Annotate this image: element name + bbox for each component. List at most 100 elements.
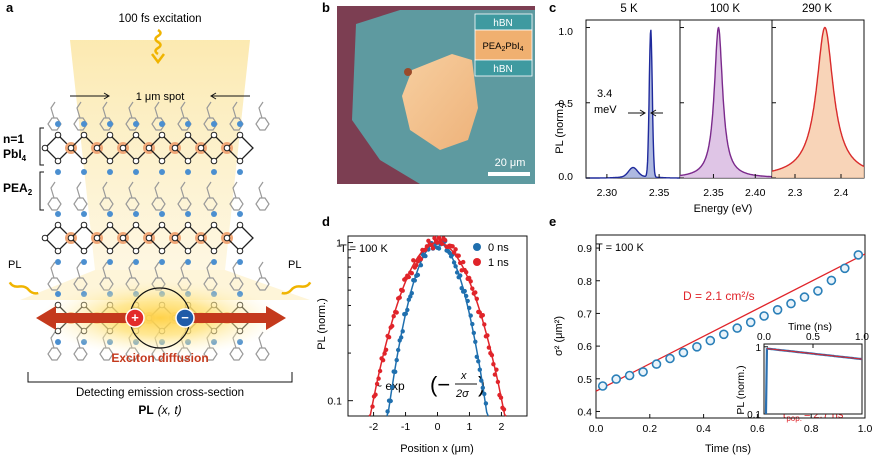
data-point-0-ns xyxy=(405,307,410,313)
layer-n1-label: n=1 xyxy=(3,132,24,146)
data-point-0-ns xyxy=(396,347,401,353)
panel-c-temp-100k: 100 K xyxy=(710,3,740,15)
organic-atom xyxy=(159,121,165,127)
iodine-atom xyxy=(54,247,62,255)
diffusivity-label: D = 2.1 cm²/s xyxy=(683,289,755,303)
iodine-atom xyxy=(41,144,49,152)
legend-hbn-bottom xyxy=(474,59,533,77)
iodine-atom xyxy=(223,144,231,152)
data-point-0-ns xyxy=(473,339,478,344)
pea-chain xyxy=(177,181,192,211)
panel-e-xlabel: Time (ns) xyxy=(705,443,751,455)
electron-icon xyxy=(175,308,195,328)
iodine-atom xyxy=(158,131,166,139)
sigma2-point xyxy=(732,323,743,333)
pl-right-label: PL xyxy=(288,259,301,271)
sigma2-point xyxy=(813,286,823,296)
iodine-atom xyxy=(236,131,244,139)
organic-atom xyxy=(159,259,165,265)
data-point-1-ns xyxy=(423,247,428,252)
panel-d-temp: T = 100 K xyxy=(340,243,388,255)
data-point-0-ns xyxy=(451,260,457,265)
iodine-atom xyxy=(106,131,114,139)
iodine-atom xyxy=(210,247,218,255)
data-point-1-ns xyxy=(406,274,411,280)
sigma2-point xyxy=(705,335,716,346)
iodine-atom xyxy=(197,144,205,152)
iodine-atom xyxy=(67,144,75,152)
sigma2-point xyxy=(651,359,662,369)
iodine-atom xyxy=(210,157,218,165)
organic-atom xyxy=(81,259,87,265)
panel-b-letter: b xyxy=(322,0,330,15)
data-point-1-ns xyxy=(400,288,405,293)
panel-b: b hBN PEA2PbI4 hBN 20 μm xyxy=(322,0,535,184)
panel-e-xtick-0.8: 0.8 xyxy=(804,423,819,435)
iodine-atom xyxy=(106,157,114,165)
data-point-1-ns xyxy=(374,381,380,387)
data-point-1-ns xyxy=(498,395,504,400)
data-point-0-ns xyxy=(423,253,428,259)
data-point-0-ns xyxy=(470,321,475,327)
data-point-0-ns xyxy=(482,391,487,397)
iodine-atom xyxy=(80,157,88,165)
data-point-1-ns xyxy=(495,379,501,385)
panel-e-xtick-0.2: 0.2 xyxy=(642,423,657,435)
sigma2-point xyxy=(678,347,689,358)
panel-c-xtick-290k-a: 2.3 xyxy=(788,187,803,199)
data-point-1-ns xyxy=(461,259,466,265)
organic-atom xyxy=(237,211,243,217)
iodine-atom xyxy=(106,247,114,255)
data-point-0-ns xyxy=(408,294,413,299)
svg-text:PbI4: PbI4 xyxy=(3,147,27,163)
organic-atom xyxy=(133,211,139,217)
sigma2-point xyxy=(665,353,675,364)
data-point-1-ns xyxy=(394,310,399,315)
excitation-beam xyxy=(70,40,250,270)
organic-atom xyxy=(237,121,243,127)
sigma2-point xyxy=(611,374,622,384)
data-point-0-ns xyxy=(479,378,484,383)
pea-chain xyxy=(255,261,270,291)
pea-chain xyxy=(125,101,140,131)
panel-e-xtick-1.0: 1.0 xyxy=(858,423,872,435)
pea-chain xyxy=(255,101,270,131)
organic-atom xyxy=(133,121,139,127)
panel-e-letter: e xyxy=(549,214,556,229)
organic-atom xyxy=(185,211,191,217)
organic-atom xyxy=(159,211,165,217)
sigma2-point xyxy=(826,275,837,286)
fwhm-unit: meV xyxy=(594,104,617,116)
data-point-0-ns xyxy=(483,401,489,406)
organic-atom xyxy=(211,259,217,265)
panel-d-xtick-0: 0 xyxy=(435,421,441,433)
sigma2-point xyxy=(853,250,864,260)
pea-chain xyxy=(47,261,62,291)
panel-d-ylabel: PL (norm.) xyxy=(316,298,328,350)
organic-atom xyxy=(55,121,61,127)
svg-text:PL(x, t): PL (x, t) xyxy=(138,403,181,417)
svg-text:PEA2: PEA2 xyxy=(3,181,33,197)
sigma2-point xyxy=(799,292,810,302)
data-point-1-ns xyxy=(473,290,478,295)
layer-pbi-sub: 4 xyxy=(22,154,27,163)
inset-ytick-0.1: 0.1 xyxy=(747,410,761,421)
iodine-atom xyxy=(210,221,218,229)
inset-xtick-1.0: 1.0 xyxy=(855,332,869,343)
pea-chain xyxy=(229,181,244,211)
data-point-1-ns xyxy=(492,372,498,377)
sigma2-point xyxy=(638,367,648,377)
fwhm-arrowhead-icon xyxy=(650,109,657,117)
panel-d-xtick-1: 1 xyxy=(467,421,473,433)
iodine-atom xyxy=(223,234,231,242)
data-point-0-ns xyxy=(476,359,481,364)
data-point-0-ns xyxy=(388,398,393,404)
data-point-1-ns xyxy=(494,367,499,372)
iodine-atom xyxy=(119,234,127,242)
fwhm-value: 3.4 xyxy=(597,88,612,100)
pl-left-wave-icon xyxy=(8,281,39,295)
data-point-0-ns xyxy=(385,409,390,414)
panel-c-xtick-290k-b: 2.4 xyxy=(834,187,849,199)
data-point-1-ns xyxy=(464,270,469,275)
panel-e-xtick-0.6: 0.6 xyxy=(750,423,765,435)
